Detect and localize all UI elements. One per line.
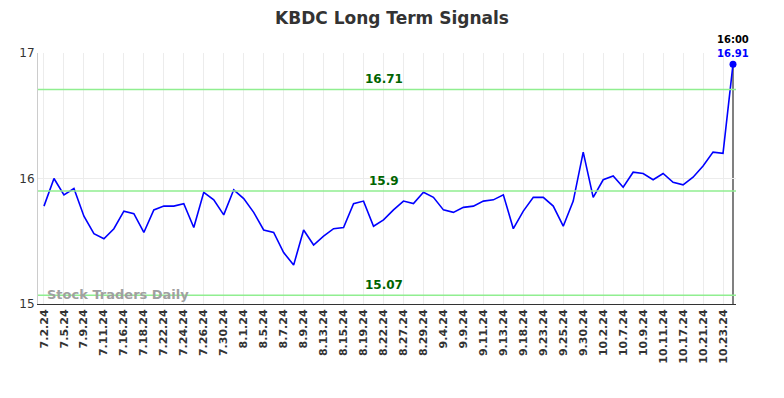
- svg-text:10.11.24: 10.11.24: [657, 309, 670, 364]
- svg-text:10.21.24: 10.21.24: [697, 309, 710, 364]
- svg-text:9.11.24: 9.11.24: [477, 309, 490, 356]
- svg-text:9.25.24: 9.25.24: [557, 309, 570, 356]
- svg-text:8.29.24: 8.29.24: [417, 309, 430, 356]
- svg-text:7.24.24: 7.24.24: [177, 309, 190, 356]
- svg-text:9.4.24: 9.4.24: [437, 309, 450, 348]
- svg-text:8.7.24: 8.7.24: [277, 309, 290, 348]
- svg-text:16.71: 16.71: [365, 72, 403, 86]
- svg-text:8.1.24: 8.1.24: [237, 309, 250, 348]
- svg-text:15.07: 15.07: [365, 278, 403, 292]
- svg-text:16: 16: [19, 172, 34, 186]
- svg-text:15: 15: [19, 297, 34, 311]
- svg-text:Stock Traders Daily: Stock Traders Daily: [47, 287, 189, 302]
- svg-text:10.17.24: 10.17.24: [677, 309, 690, 364]
- svg-text:9.23.24: 9.23.24: [537, 309, 550, 356]
- svg-text:8.9.24: 8.9.24: [297, 309, 310, 348]
- svg-text:7.2.24: 7.2.24: [38, 309, 51, 348]
- svg-text:9.30.24: 9.30.24: [577, 309, 590, 356]
- svg-text:10.23.24: 10.23.24: [717, 309, 730, 364]
- svg-text:16:00: 16:00: [717, 34, 749, 45]
- svg-text:8.27.24: 8.27.24: [397, 309, 410, 356]
- svg-text:10.7.24: 10.7.24: [617, 309, 630, 356]
- svg-text:8.19.24: 8.19.24: [357, 309, 370, 356]
- svg-text:8.13.24: 8.13.24: [317, 309, 330, 356]
- svg-text:17: 17: [19, 46, 34, 60]
- svg-text:9.9.24: 9.9.24: [457, 309, 470, 348]
- svg-text:9.13.24: 9.13.24: [497, 309, 510, 356]
- svg-text:7.22.24: 7.22.24: [157, 309, 170, 356]
- svg-text:7.30.24: 7.30.24: [217, 309, 230, 356]
- svg-text:8.5.24: 8.5.24: [257, 309, 270, 348]
- svg-text:16.91: 16.91: [717, 48, 749, 59]
- svg-text:7.18.24: 7.18.24: [137, 309, 150, 356]
- svg-text:7.26.24: 7.26.24: [197, 309, 210, 356]
- svg-text:9.18.24: 9.18.24: [517, 309, 530, 356]
- svg-text:KBDC Long Term Signals: KBDC Long Term Signals: [275, 8, 509, 28]
- svg-text:10.2.24: 10.2.24: [597, 309, 610, 356]
- svg-text:7.16.24: 7.16.24: [117, 309, 130, 356]
- svg-text:8.22.24: 8.22.24: [377, 309, 390, 356]
- svg-text:7.9.24: 7.9.24: [78, 309, 91, 348]
- svg-text:7.5.24: 7.5.24: [58, 309, 71, 348]
- svg-text:7.11.24: 7.11.24: [97, 309, 110, 356]
- svg-text:10.9.24: 10.9.24: [637, 309, 650, 356]
- svg-text:8.15.24: 8.15.24: [337, 309, 350, 356]
- svg-text:15.9: 15.9: [369, 174, 399, 188]
